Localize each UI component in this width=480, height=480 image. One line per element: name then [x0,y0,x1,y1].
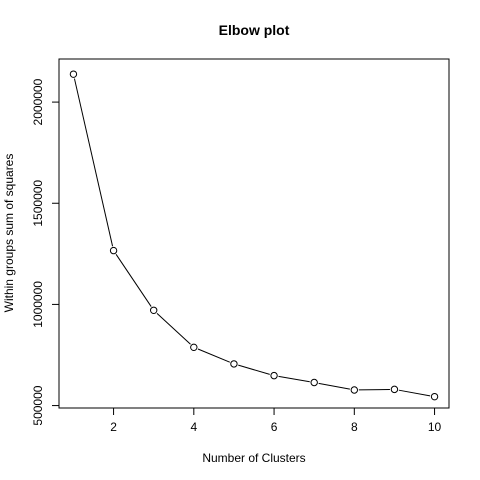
series-segment [398,389,431,397]
data-point [270,371,278,380]
series-segment [156,312,191,345]
series-segment [238,364,270,375]
data-point [390,385,399,394]
series-segment [115,254,152,307]
data-point [230,360,238,368]
x-tick-label: 2 [110,420,117,434]
x-axis: 2 4 6 8 10 [110,407,442,434]
y-axis: 500000 1000000 1500000 2000000 [31,78,60,426]
series-segment [318,382,350,390]
y-tick-label: 1000000 [31,281,45,328]
x-axis-label: Number of Clusters [202,451,305,465]
x-tick-label: 4 [190,420,197,434]
y-tick-label: 1500000 [31,180,45,227]
series-segment [278,375,310,383]
data-point [69,70,78,78]
data-point [149,306,158,314]
x-tick-label: 10 [428,420,442,434]
data-point [310,378,318,387]
data-point [190,343,198,352]
data-point [350,386,359,394]
series-segment [73,78,114,247]
data-point [430,392,439,401]
series-segment [197,348,230,363]
x-tick-label: 8 [351,420,358,434]
y-tick-label: 500000 [31,385,45,425]
data-series [69,70,439,401]
chart-title: Elbow plot [219,22,290,38]
y-tick-label: 2000000 [31,78,45,125]
y-axis-label: Within groups sum of squares [2,154,16,313]
x-tick-label: 6 [271,420,278,434]
data-point [109,246,118,255]
